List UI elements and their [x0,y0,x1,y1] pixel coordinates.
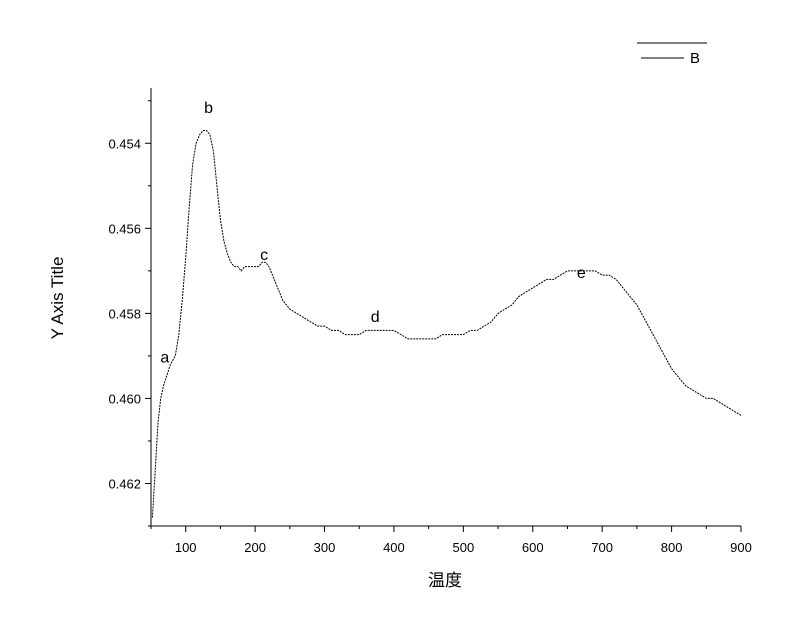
x-tick-label: 100 [175,540,197,555]
annotation-b: b [204,100,213,117]
x-tick-label: 500 [453,540,475,555]
annotations: a b c d e [160,100,585,366]
x-tick-label: 600 [522,540,544,555]
y-tick-label: 0.460 [108,391,141,406]
y-axis-title: Y Axis Title [48,257,67,340]
y-tick-label: 0.454 [108,136,141,151]
y-ticks: 0.454 0.456 0.458 0.460 0.462 [108,100,151,527]
x-tick-label: 700 [591,540,613,555]
x-tick-label: 200 [244,540,266,555]
annotation-e: e [577,265,586,282]
x-tick-label: 900 [730,540,752,555]
x-tick-label: 300 [314,540,336,555]
axes [150,88,741,527]
annotation-c: c [260,247,268,264]
x-ticks: 100 200 300 400 500 600 700 800 900 [150,526,752,555]
y-tick-label: 0.458 [108,306,141,321]
y-tick-label: 0.456 [108,221,141,236]
x-tick-label: 800 [661,540,683,555]
legend-label-B: B [690,50,700,67]
x-axis-title: 温度 [428,571,462,590]
annotation-a: a [160,349,169,366]
legend: B [637,42,707,67]
series-line-B [151,130,742,518]
y-tick-label: 0.462 [108,476,141,491]
annotation-d: d [371,309,380,326]
x-tick-label: 400 [383,540,405,555]
